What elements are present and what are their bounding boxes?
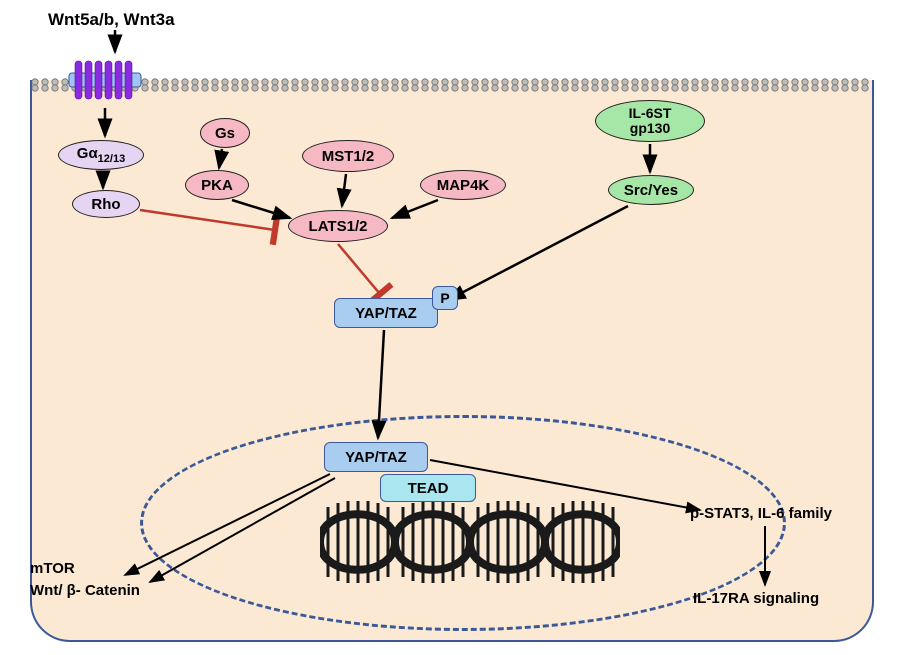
pstat3-label: p-STAT3, IL-6 family bbox=[690, 505, 832, 522]
receptor-icon bbox=[65, 55, 145, 105]
cell-membrane bbox=[30, 78, 870, 92]
il17ra-label: IL-17RA signaling bbox=[693, 590, 819, 607]
node-rho: Rho bbox=[72, 190, 140, 218]
node-lats: LATS1/2 bbox=[288, 210, 388, 242]
node-srcyes: Src/Yes bbox=[608, 175, 694, 205]
ligand-label: Wnt5a/b, Wnt3a bbox=[48, 10, 175, 30]
node-yaptaz2: YAP/TAZ bbox=[324, 442, 428, 472]
node-yaptaz1: YAP/TAZ bbox=[334, 298, 438, 328]
dna-helix-icon bbox=[320, 495, 620, 589]
node-map4k: MAP4K bbox=[420, 170, 506, 200]
node-tead: TEAD bbox=[380, 474, 476, 502]
node-pbox: P bbox=[432, 286, 458, 310]
wntbcat-label: Wnt/ β- Catenin bbox=[30, 582, 140, 599]
mtor-label: mTOR bbox=[30, 560, 75, 577]
node-gs: Gs bbox=[200, 118, 250, 148]
node-il6st: IL-6STgp130 bbox=[595, 100, 705, 142]
node-mst: MST1/2 bbox=[302, 140, 394, 172]
node-ga1213: Gα12/13 bbox=[58, 140, 144, 170]
node-pka: PKA bbox=[185, 170, 249, 200]
